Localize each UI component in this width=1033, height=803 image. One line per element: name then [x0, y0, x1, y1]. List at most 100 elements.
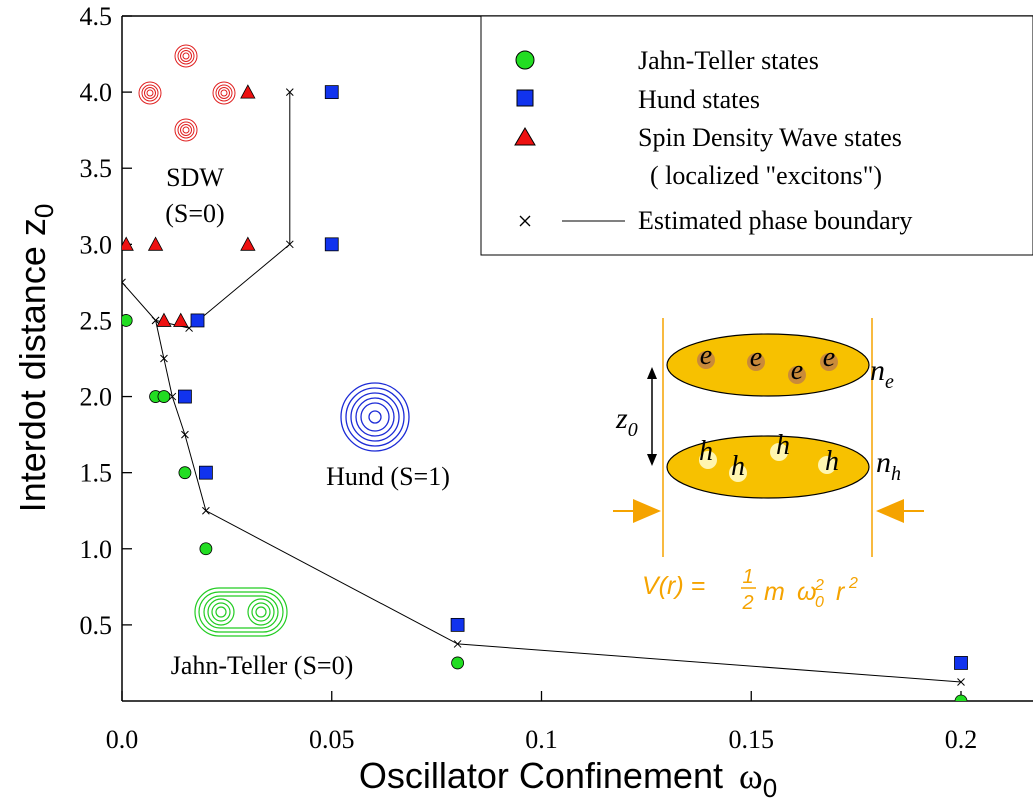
cross-stroke: [168, 392, 177, 401]
region-label-jahn-teller: Jahn-Teller (S=0): [171, 651, 354, 680]
y-tick-label: 4.0: [80, 78, 113, 107]
svg-text:1: 1: [742, 566, 753, 588]
hole-markers: h h h h: [699, 430, 839, 482]
legend-marker-cross-line: [519, 215, 625, 227]
potential-formula: V(r) = 1 2 m ω 2 0 r 2: [642, 566, 858, 614]
confinement-arrow-right: [876, 499, 924, 523]
hund-point: [198, 465, 213, 480]
electron-label: e: [823, 342, 835, 373]
region-label-sdw-spin: (S=0): [165, 199, 224, 228]
jahn-teller-point: [178, 466, 192, 480]
cross-stroke: [285, 88, 294, 96]
x-axis-title: Oscillator Confinement ω0: [359, 755, 777, 803]
sdw-point: [240, 84, 256, 99]
inset-schematic: e e e e h h h h ne nh z0: [613, 318, 924, 614]
jahn-teller-point: [157, 390, 171, 403]
phase-boundary: [122, 88, 965, 686]
cross-stroke: [202, 506, 210, 515]
hund-point: [190, 313, 205, 328]
y-tick-label: 2.5: [80, 306, 113, 335]
legend-marker-circle: [515, 50, 535, 70]
hund-point: [954, 656, 968, 670]
z0-label: z0: [615, 402, 638, 441]
legend-label-jahn-teller: Jahn-Teller states: [638, 46, 819, 75]
cross-stroke: [285, 240, 294, 249]
electron-markers: e e e e: [697, 340, 838, 386]
svg-text:V(r) =: V(r) =: [642, 572, 705, 600]
cross-stroke: [181, 430, 189, 439]
cross-stroke: [453, 640, 462, 648]
data-points: [122, 84, 968, 701]
svg-text:ω: ω: [797, 578, 816, 606]
hund-point: [324, 85, 339, 100]
hole-label: h: [731, 451, 745, 482]
legend-label-boundary: Estimated phase boundary: [638, 206, 912, 235]
x-tick-label: 0.2: [945, 725, 978, 754]
cross-stroke: [151, 316, 160, 325]
sdw-density-contours: [138, 44, 236, 142]
y-tick-label: 3.0: [80, 230, 113, 259]
y-tick-label: 2.0: [80, 383, 113, 412]
svg-text:2: 2: [814, 577, 824, 594]
phase-boundary-point: [285, 88, 294, 96]
svg-text:0: 0: [815, 594, 824, 611]
legend-label-excitons: ( localized "excitons"): [650, 161, 882, 190]
hund-density-contours: [340, 382, 410, 452]
cross-stroke: [122, 278, 126, 284]
svg-text:2: 2: [848, 575, 858, 592]
cross-stroke: [957, 678, 965, 686]
phase-boundary-line: [122, 92, 962, 683]
electron-label: e: [700, 340, 712, 371]
ne-label: ne: [870, 354, 894, 393]
phase-boundary-point: [168, 392, 177, 401]
y-axis-title: Interdot distancez0: [12, 204, 59, 513]
legend-marker-square: [516, 89, 534, 107]
svg-text:m: m: [764, 578, 785, 606]
phase-boundary-point: [957, 678, 965, 686]
hole-label: h: [825, 446, 839, 477]
y-tick-label: 1.5: [80, 459, 113, 488]
jahn-teller-density-contours: [194, 587, 288, 637]
cross-stroke: [122, 281, 126, 287]
axis-tick-labels: 0.0 0.05 0.1 0.15 0.2 0.5 1.0 1.5 2.0 2.5 3.0 3.5 4.…: [80, 2, 978, 754]
cross-stroke: [160, 354, 168, 363]
hund-point: [450, 617, 465, 632]
legend-box: [480, 15, 1033, 256]
sdw-point: [240, 236, 256, 251]
legend-label-sdw: Spin Density Wave states: [638, 123, 902, 152]
jahn-teller-point: [954, 694, 968, 701]
electron-label: e: [791, 355, 803, 386]
x-tick-label: 0.0: [106, 725, 139, 754]
legend-marker-triangle: [514, 127, 536, 146]
x-tick-label: 0.05: [309, 725, 355, 754]
phase-boundary-point: [151, 316, 160, 325]
hole-dot: [666, 435, 870, 499]
region-label-sdw: SDW: [166, 163, 224, 192]
phase-boundary-point: [122, 278, 126, 287]
y-tick-label: 1.0: [80, 535, 113, 564]
y-tick-label: 3.5: [80, 154, 113, 183]
x-tick-label: 0.15: [729, 725, 775, 754]
phase-boundary-point: [202, 506, 210, 515]
x-tick-label: 0.1: [525, 725, 558, 754]
jahn-teller-point: [199, 542, 213, 556]
confinement-arrow-left: [613, 499, 661, 523]
legend: Jahn-Teller states Hund states Spin Dens…: [480, 15, 1033, 256]
phase-boundary-point: [285, 240, 294, 249]
jahn-teller-point: [122, 314, 133, 327]
region-label-hund: Hund (S=1): [326, 462, 450, 491]
phase-boundary-point: [181, 430, 189, 439]
sdw-point: [122, 236, 134, 251]
sdw-point: [173, 312, 189, 327]
hole-label: h: [776, 430, 790, 461]
y-tick-label: 4.5: [80, 2, 113, 31]
legend-label-hund: Hund states: [638, 85, 760, 114]
phase-boundary-point: [160, 354, 168, 363]
phase-boundary-point: [453, 640, 462, 648]
hund-point: [178, 389, 192, 404]
jahn-teller-point: [451, 656, 465, 670]
svg-text:2: 2: [741, 592, 753, 614]
hund-point: [324, 237, 339, 252]
sdw-point: [156, 312, 172, 327]
